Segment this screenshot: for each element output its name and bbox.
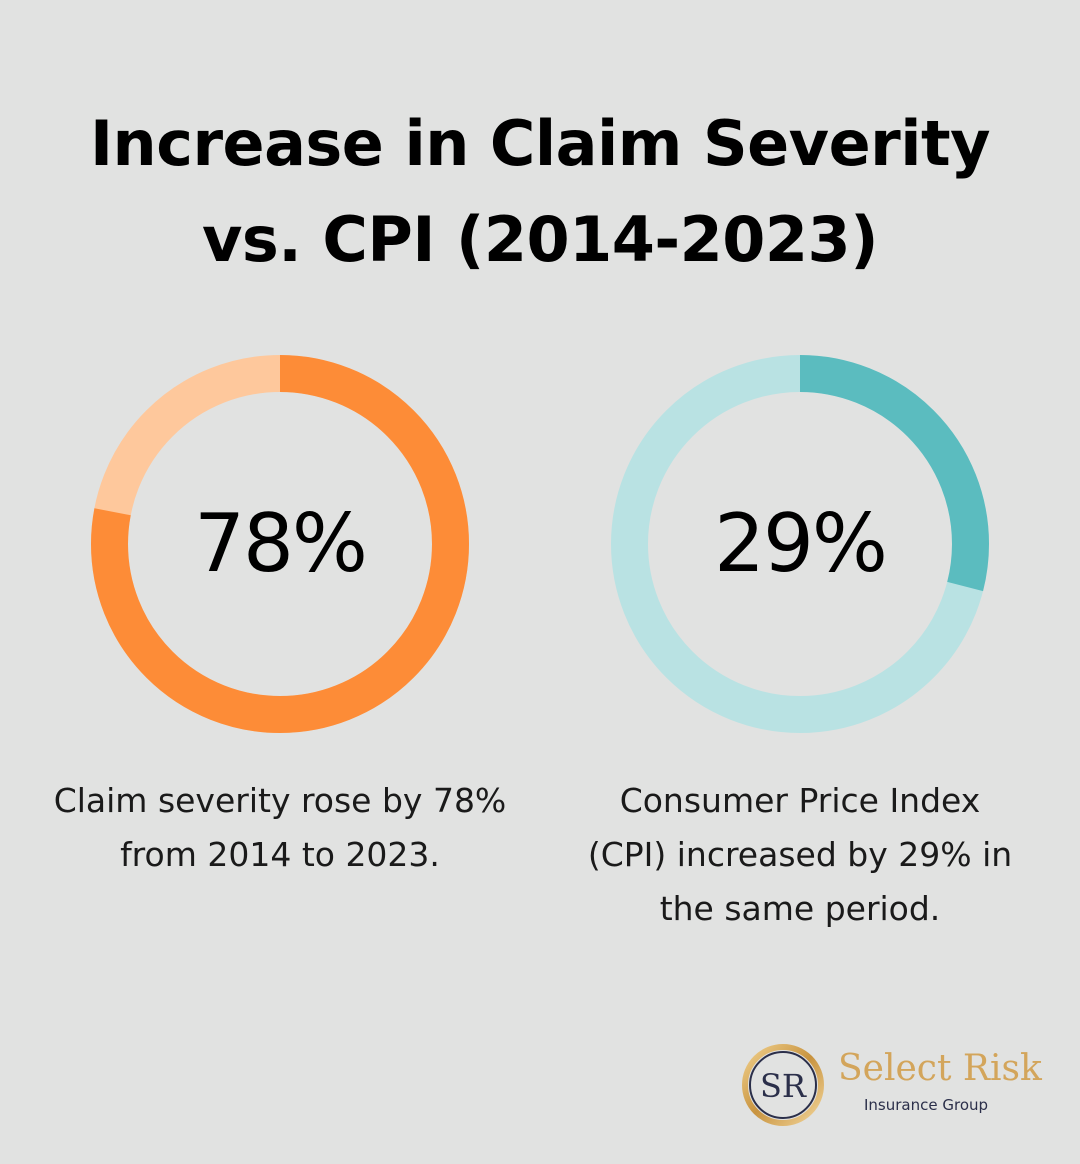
cpi-caption: Consumer Price Index (CPI) increased by …: [550, 774, 1050, 936]
title-line-1: Increase in Claim Severity: [89, 107, 991, 180]
logo-subtitle: Insurance Group: [864, 1096, 989, 1114]
cpi-donut-svg: [611, 355, 989, 733]
page-title: Increase in Claim Severity vs. CPI (2014…: [40, 96, 1040, 288]
cpi-value: 29%: [714, 497, 888, 590]
cpi-caption-line: Consumer Price Index: [619, 781, 981, 820]
cpi-donut: 29%: [611, 355, 989, 733]
logo-name: Select Risk: [838, 1048, 1042, 1089]
claim-severity-donut: 78%: [91, 355, 469, 733]
claim-severity-caption-line: from 2014 to 2023.: [120, 835, 440, 874]
cpi-value-arc: [611, 355, 989, 733]
title-line-2: vs. CPI (2014-2023): [201, 203, 879, 276]
claim-severity-donut-svg: [91, 355, 469, 733]
sr-monogram-icon: SR: [742, 1044, 824, 1126]
claim-severity-value: 78%: [194, 497, 368, 590]
logo-monogram: SR: [760, 1067, 807, 1105]
cpi-caption-line: the same period.: [659, 889, 941, 928]
claim-severity-caption: Claim severity rose by 78% from 2014 to …: [30, 774, 530, 882]
claim-severity-caption-line: Claim severity rose by 78%: [53, 781, 507, 820]
cpi-caption-line: (CPI) increased by 29% in: [587, 835, 1013, 874]
claim-severity-value-arc: [91, 355, 469, 733]
select-risk-logo: SR Select Risk Insurance Group: [740, 1042, 1060, 1128]
